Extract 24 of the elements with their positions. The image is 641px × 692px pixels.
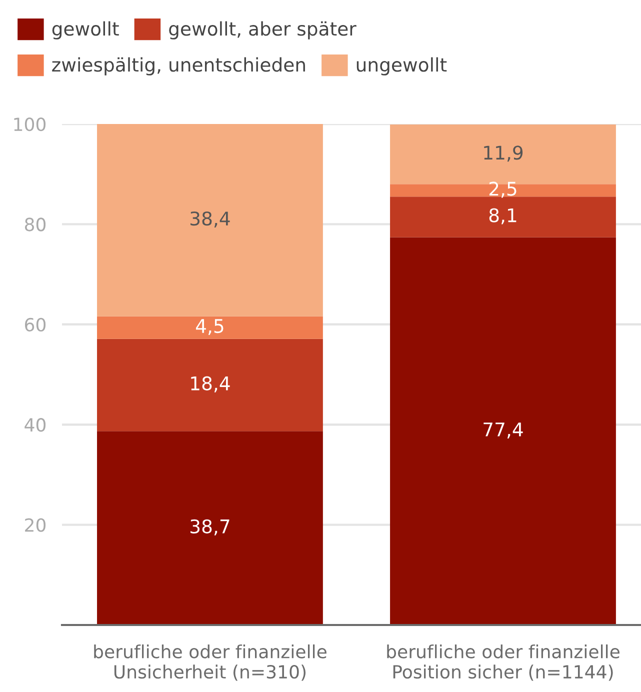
data-label: 11,9 [484,146,523,162]
y-tick-label: 40 [24,418,46,432]
data-label: 38,4 [190,211,230,228]
legend-label: gewollt [52,21,119,40]
legend-label: ungewollt [356,57,447,76]
data-label: 8,1 [489,208,516,224]
y-tick-label: 80 [24,218,46,232]
y-tick-label: 60 [25,318,46,332]
y-tick-label: 100 [14,117,46,132]
legend-label: gewollt, aber später [169,21,356,40]
data-label: 18,4 [191,376,230,392]
data-label: 77,4 [484,422,523,438]
bar [97,338,323,432]
bar [97,316,323,339]
legend-label: zwiespältig, unentschieden [52,57,305,76]
data-label: 2,5 [489,182,516,198]
data-label: 4,5 [196,319,224,336]
y-tick-label: 20 [25,518,46,532]
bar [97,124,323,316]
bar [97,431,323,625]
x-tick-label: berufliche oder finanzielle Position sicher (n=1144) [387,644,620,681]
bar [390,196,616,238]
data-label: 38,7 [190,519,230,536]
x-tick-label: berufliche oder finanzielle Unsicherheit (n=310) [94,644,326,681]
